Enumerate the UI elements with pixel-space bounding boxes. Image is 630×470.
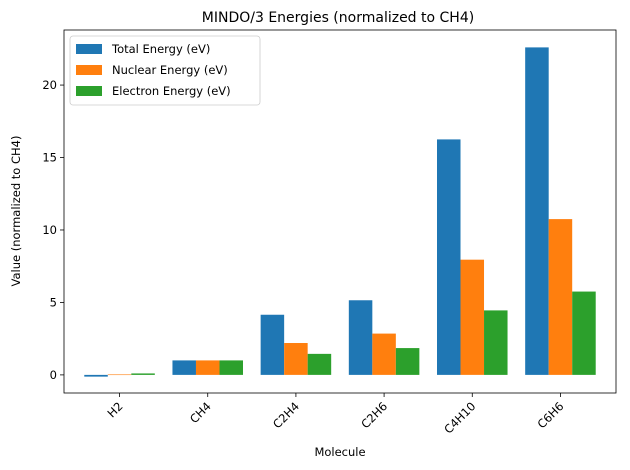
bar-ch4-series-2 — [219, 360, 243, 375]
bar-c2h4-series-2 — [307, 353, 332, 375]
x-tick-label: C2H6 — [358, 399, 390, 431]
bar-h2-series-0 — [84, 374, 108, 377]
y-tick-label: 10 — [42, 223, 57, 237]
bar-ch4-series-1 — [195, 360, 220, 375]
legend-swatch — [76, 44, 102, 54]
bar-c2h4-series-1 — [284, 343, 308, 375]
bar-c2h6-series-1 — [372, 333, 396, 375]
legend: Total Energy (eV) Nuclear Energy (eV) Elec… — [69, 35, 261, 106]
x-tick-label: H2 — [104, 399, 125, 420]
legend-swatch — [76, 65, 102, 75]
bar-h2-series-2 — [131, 373, 155, 375]
plot-frame — [63, 29, 617, 394]
legend-label: Nuclear Energy (eV) — [112, 63, 228, 77]
bar-c4h10-series-1 — [460, 259, 485, 375]
y-tick-label: 20 — [42, 78, 57, 92]
legend-swatch — [76, 86, 102, 96]
y-tick-label: 0 — [50, 368, 57, 382]
x-axis: H2 CH4 C2H4 C2H6 C4H10 C6H6 — [104, 393, 567, 436]
bar-h2-series-1 — [107, 374, 132, 376]
x-axis-label: Molecule — [314, 445, 365, 459]
bar-c2h6-series-0 — [348, 300, 373, 375]
x-tick-label: C6H6 — [535, 399, 567, 431]
bar-c4h10-series-2 — [484, 310, 508, 375]
y-tick-label: 15 — [42, 151, 57, 165]
legend-label: Electron Energy (eV) — [112, 84, 231, 98]
x-tick-label: CH4 — [187, 399, 214, 426]
bar-c2h4-series-0 — [260, 314, 285, 375]
x-tick-label: C2H4 — [270, 399, 302, 431]
bar-c6h6-series-2 — [572, 291, 596, 375]
bars-layer — [84, 47, 596, 377]
y-axis-label: Value (normalized to CH4) — [9, 136, 23, 287]
bar-c4h10-series-0 — [437, 139, 461, 375]
legend-label: Total Energy (eV) — [111, 42, 210, 56]
legend-box — [69, 35, 261, 106]
y-axis: 0 5 10 15 20 — [42, 78, 64, 382]
chart-title: MINDO/3 Energies (normalized to CH4) — [202, 10, 474, 26]
bar-c6h6-series-0 — [525, 47, 549, 375]
bar-ch4-series-0 — [172, 360, 196, 375]
bar-c6h6-series-1 — [548, 219, 573, 375]
y-tick-label: 5 — [50, 295, 57, 309]
bar-c2h6-series-2 — [395, 348, 420, 375]
x-tick-label: C4H10 — [441, 399, 478, 436]
